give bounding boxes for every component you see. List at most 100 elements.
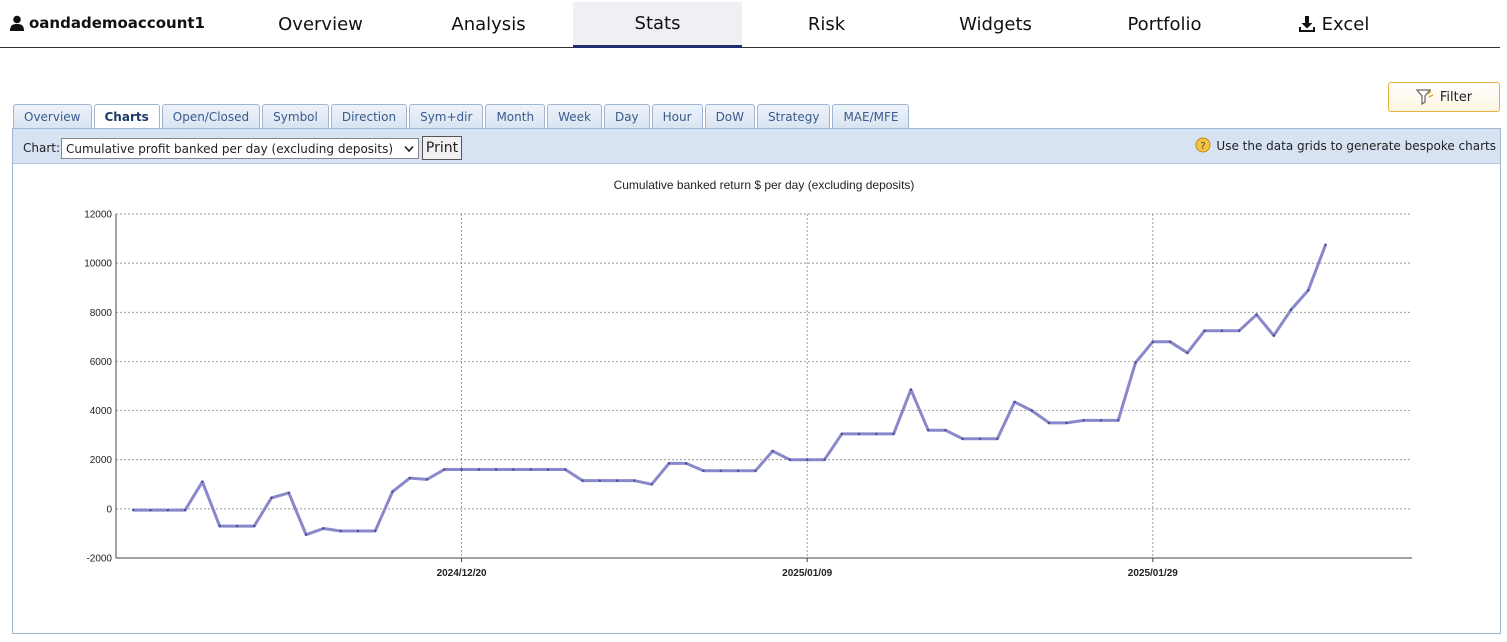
data-point xyxy=(1324,243,1327,246)
data-point xyxy=(443,468,446,471)
chart-toolbar: Chart: Cumulative profit banked per day … xyxy=(13,129,1500,164)
data-point xyxy=(564,468,567,471)
chart-type-select[interactable]: Cumulative profit banked per day (exclud… xyxy=(61,138,419,159)
nav-overview[interactable]: Overview xyxy=(278,13,363,35)
data-point xyxy=(1238,329,1241,332)
y-tick-label: 12000 xyxy=(84,210,112,221)
data-point xyxy=(183,508,187,512)
tab-month[interactable]: Month xyxy=(485,104,546,128)
tab-mae-mfe[interactable]: MAE/MFE xyxy=(832,104,910,128)
account-name[interactable]: oandademoaccount1 xyxy=(10,14,205,32)
data-point xyxy=(823,458,826,461)
nav-portfolio[interactable]: Portfolio xyxy=(1127,13,1202,35)
tab-sym-dir[interactable]: Sym+dir xyxy=(409,104,484,128)
x-tick-label: 2025/01/29 xyxy=(1128,568,1178,579)
data-point xyxy=(1203,329,1206,332)
nav-stats[interactable]: Stats xyxy=(573,2,742,48)
data-point xyxy=(132,508,135,512)
data-point xyxy=(996,437,999,440)
data-point xyxy=(1307,289,1310,292)
data-point xyxy=(927,429,930,432)
x-tick-label: 2025/01/09 xyxy=(782,568,832,579)
data-point xyxy=(477,468,481,471)
data-point xyxy=(425,478,429,481)
data-point xyxy=(857,432,861,436)
tab-dow[interactable]: DoW xyxy=(704,104,756,128)
line-chart: Cumulative banked return $ per day (excl… xyxy=(84,178,1412,579)
data-point xyxy=(806,458,809,461)
chart-select-label: Chart: xyxy=(23,141,61,155)
chevron-down-icon xyxy=(404,145,414,152)
x-tick-label: 2024/12/20 xyxy=(437,568,487,579)
nav-widgets[interactable]: Widgets xyxy=(959,13,1032,35)
data-point xyxy=(287,491,290,495)
tab-overview[interactable]: Overview xyxy=(13,104,92,128)
series-line xyxy=(133,244,1328,537)
data-point xyxy=(1099,419,1103,422)
data-point xyxy=(771,449,774,453)
data-point xyxy=(304,533,308,536)
charts-panel: Chart: Cumulative profit banked per day … xyxy=(12,128,1501,634)
data-point xyxy=(218,524,221,528)
nav-analysis[interactable]: Analysis xyxy=(451,13,526,35)
data-point xyxy=(685,462,688,465)
data-point xyxy=(374,529,377,533)
tab-charts[interactable]: Charts xyxy=(93,104,160,129)
nav-risk[interactable]: Risk xyxy=(807,13,846,35)
nav-excel[interactable]: Excel xyxy=(1249,2,1418,46)
bespoke-charts-hint: ? Use the data grids to generate bespoke… xyxy=(1194,137,1496,155)
data-point xyxy=(702,469,705,472)
data-point xyxy=(270,496,273,499)
tab-week[interactable]: Week xyxy=(547,104,602,128)
tab-hour[interactable]: Hour xyxy=(651,104,703,128)
y-tick-label: -2000 xyxy=(86,554,112,565)
filter-icon xyxy=(1415,89,1434,105)
data-point xyxy=(875,432,878,436)
chart-select-value: Cumulative profit banked per day (exclud… xyxy=(66,141,394,156)
filter-button[interactable]: Filter xyxy=(1388,82,1500,112)
data-point xyxy=(719,469,722,472)
data-point xyxy=(581,479,584,482)
data-point xyxy=(1030,409,1033,412)
data-point xyxy=(754,469,757,472)
data-point xyxy=(408,476,411,480)
data-point xyxy=(1151,340,1155,343)
y-tick-label: 4000 xyxy=(90,406,113,417)
print-button[interactable]: Print xyxy=(422,136,462,160)
data-point xyxy=(736,469,740,472)
data-point xyxy=(322,527,325,530)
data-point xyxy=(1168,340,1172,343)
chart-title: Cumulative banked return $ per day (excl… xyxy=(614,178,915,192)
data-point xyxy=(253,524,256,528)
user-icon xyxy=(10,15,24,31)
tab-strategy[interactable]: Strategy xyxy=(757,104,831,128)
data-point xyxy=(1186,351,1189,354)
data-point xyxy=(1013,400,1016,404)
data-point xyxy=(512,468,515,471)
data-point xyxy=(1065,421,1068,425)
y-tick-label: 0 xyxy=(106,504,112,515)
tab-open-closed[interactable]: Open/Closed xyxy=(161,104,261,128)
data-point xyxy=(1255,313,1258,316)
data-point xyxy=(1134,361,1137,364)
data-point xyxy=(650,483,653,486)
data-point xyxy=(460,468,463,471)
tab-day[interactable]: Day xyxy=(603,104,650,128)
data-point xyxy=(546,468,550,471)
help-bulb-icon: ? xyxy=(1195,137,1211,153)
y-tick-label: 2000 xyxy=(90,455,113,466)
data-point xyxy=(978,437,982,440)
data-point xyxy=(1220,329,1224,332)
data-point xyxy=(1082,419,1085,422)
data-point xyxy=(615,479,619,482)
data-point xyxy=(356,529,360,533)
data-point xyxy=(1289,308,1293,311)
svg-text:?: ? xyxy=(1201,141,1206,152)
top-nav: oandademoaccount1 Overview Analysis Stat… xyxy=(0,0,1500,48)
tab-symbol[interactable]: Symbol xyxy=(262,104,329,128)
data-point xyxy=(495,468,498,471)
tab-direction[interactable]: Direction xyxy=(330,104,408,128)
data-point xyxy=(840,432,843,436)
y-tick-label: 8000 xyxy=(90,308,113,319)
data-point xyxy=(339,529,342,533)
